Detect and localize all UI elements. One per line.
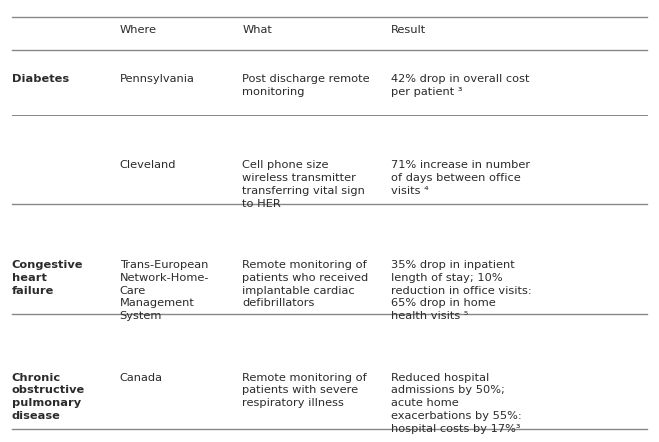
- Text: Post discharge remote
monitoring: Post discharge remote monitoring: [243, 74, 370, 96]
- Text: 71% increase in number
of days between office
visits ⁴: 71% increase in number of days between o…: [391, 160, 530, 196]
- Text: Cleveland: Cleveland: [119, 160, 176, 170]
- Text: Pennsylvania: Pennsylvania: [119, 74, 194, 84]
- Text: Diabetes: Diabetes: [12, 74, 69, 84]
- Text: 35% drop in inpatient
length of stay; 10%
reduction in office visits:
65% drop i: 35% drop in inpatient length of stay; 10…: [391, 260, 532, 321]
- Text: Cell phone size
wireless transmitter
transferring vital sign
to HER: Cell phone size wireless transmitter tra…: [243, 160, 365, 209]
- Text: Result: Result: [391, 25, 426, 35]
- Text: Congestive
heart
failure: Congestive heart failure: [12, 260, 83, 296]
- Text: Remote monitoring of
patients with severe
respiratory illness: Remote monitoring of patients with sever…: [243, 373, 367, 408]
- Text: Where: Where: [119, 25, 157, 35]
- Text: Trans-European
Network-Home-
Care
Management
System: Trans-European Network-Home- Care Manage…: [119, 260, 209, 321]
- Text: Canada: Canada: [119, 373, 163, 383]
- Text: Chronic
obstructive
pulmonary
disease: Chronic obstructive pulmonary disease: [12, 373, 85, 421]
- Text: What: What: [243, 25, 272, 35]
- Text: Reduced hospital
admissions by 50%;
acute home
exacerbations by 55%:
hospital co: Reduced hospital admissions by 50%; acut…: [391, 373, 522, 434]
- Text: Remote monitoring of
patients who received
implantable cardiac
defibrillators: Remote monitoring of patients who receiv…: [243, 260, 368, 309]
- Text: 42% drop in overall cost
per patient ³: 42% drop in overall cost per patient ³: [391, 74, 529, 96]
